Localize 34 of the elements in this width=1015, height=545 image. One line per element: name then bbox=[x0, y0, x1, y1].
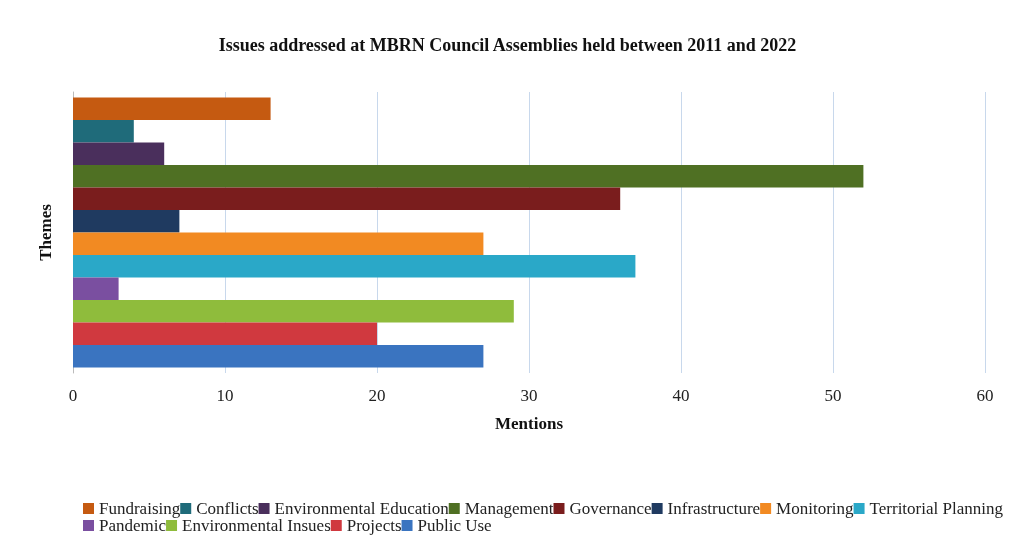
legend-label: Territorial Planning bbox=[869, 499, 1004, 518]
bar bbox=[73, 165, 864, 188]
bar bbox=[73, 277, 119, 300]
legend-label: Public Use bbox=[417, 516, 492, 535]
legend-label: Environmental Insues bbox=[182, 516, 331, 535]
legend-label: Governance bbox=[569, 499, 652, 518]
legend-label: Conflicts bbox=[196, 499, 259, 518]
y-axis-title: Themes bbox=[36, 203, 56, 261]
bar bbox=[73, 299, 514, 323]
x-tick-label: 0 bbox=[68, 386, 78, 405]
chart-title: Issues addressed at MBRN Council Assemblies held between 2011 and 2022 bbox=[218, 35, 797, 55]
legend-label: Management bbox=[464, 499, 554, 518]
legend-label: Projects bbox=[346, 516, 402, 535]
bar bbox=[73, 187, 621, 211]
x-tick-label: 40 bbox=[672, 386, 690, 405]
bar bbox=[73, 97, 271, 121]
legend-label: Environmental Education bbox=[274, 499, 450, 518]
bar bbox=[73, 120, 134, 143]
legend-label: Infrastructure bbox=[667, 499, 761, 518]
x-tick-label: 20 bbox=[368, 386, 386, 405]
legend-label: Monitoring bbox=[776, 499, 855, 518]
bar bbox=[73, 254, 636, 278]
bar bbox=[73, 210, 180, 233]
bar bbox=[73, 344, 484, 368]
bar bbox=[73, 232, 484, 255]
x-tick-label: 60 bbox=[976, 386, 994, 405]
x-tick-label: 30 bbox=[520, 386, 538, 405]
bar bbox=[73, 142, 165, 166]
x-tick-label: 50 bbox=[824, 386, 842, 405]
bar bbox=[73, 322, 377, 345]
legend-label: Pandemic bbox=[99, 516, 167, 535]
legend-label: Fundraising bbox=[99, 499, 181, 518]
x-axis-title: Mentions bbox=[495, 414, 564, 433]
x-tick-label: 10 bbox=[216, 386, 234, 405]
